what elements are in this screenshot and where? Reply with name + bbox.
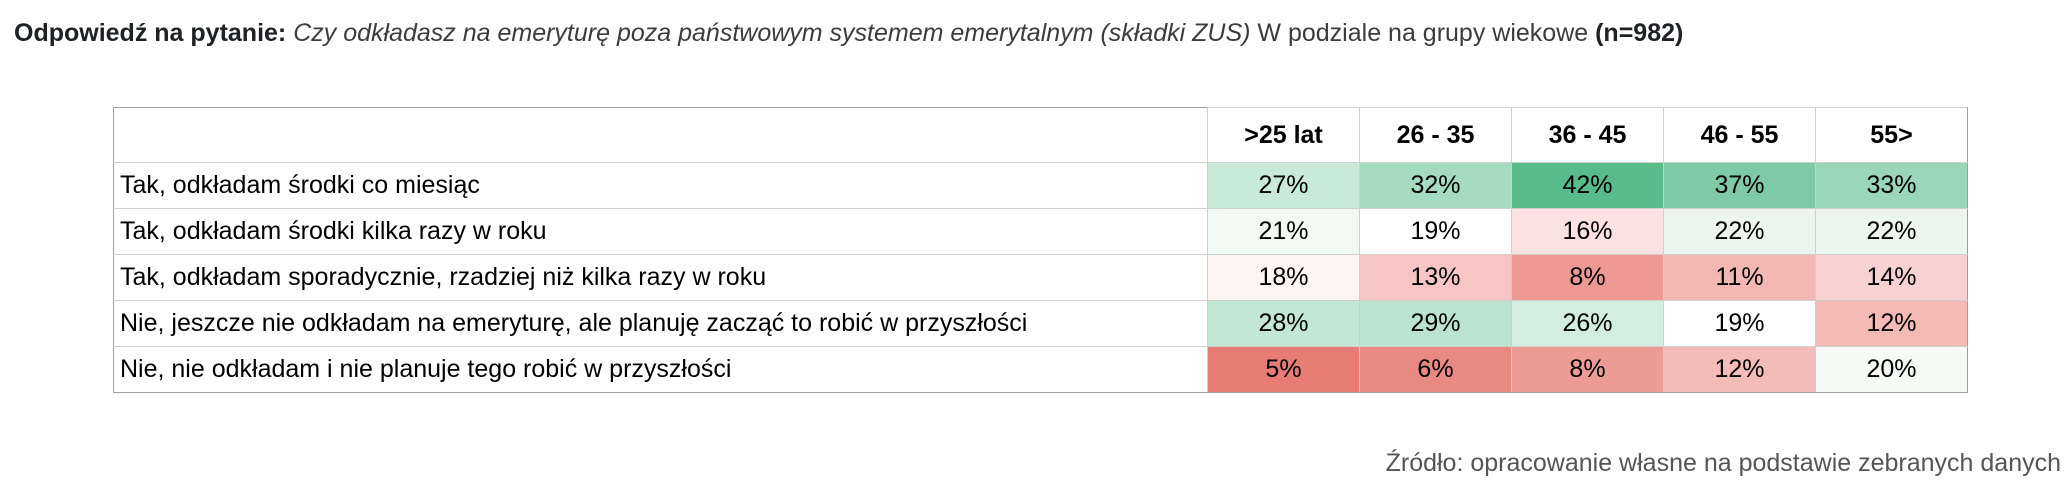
heatmap-table: >25 lat 26 - 35 36 - 45 46 - 55 55> Tak, odk… (113, 107, 1968, 393)
row-label: Tak, odkładam środki co miesiąc (113, 162, 1208, 209)
value-cell: 11% (1663, 254, 1816, 301)
table-row: Nie, jeszcze nie odkładam na emeryturę, … (113, 300, 1968, 347)
value-cell: 12% (1663, 346, 1816, 393)
heading-sample-size: (n=982) (1595, 19, 1684, 47)
value-cell: 28% (1207, 300, 1360, 347)
column-header: 46 - 55 (1663, 107, 1816, 163)
column-header: 26 - 35 (1359, 107, 1512, 163)
value-cell: 18% (1207, 254, 1360, 301)
table-row: Tak, odkładam sporadycznie, rzadziej niż… (113, 254, 1968, 301)
value-cell: 14% (1815, 254, 1968, 301)
value-cell: 8% (1511, 254, 1664, 301)
row-label: Tak, odkładam środki kilka razy w roku (113, 208, 1208, 255)
value-cell: 12% (1815, 300, 1968, 347)
row-label: Nie, jeszcze nie odkładam na emeryturę, … (113, 300, 1208, 347)
value-cell: 29% (1359, 300, 1512, 347)
value-cell: 33% (1815, 162, 1968, 209)
column-header: 36 - 45 (1511, 107, 1664, 163)
value-cell: 22% (1663, 208, 1816, 255)
value-cell: 32% (1359, 162, 1512, 209)
value-cell: 22% (1815, 208, 1968, 255)
corner-cell (113, 107, 1208, 163)
table-row: Tak, odkładam środki co miesiąc 27% 32% 42%… (113, 162, 1968, 209)
value-cell: 6% (1359, 346, 1512, 393)
value-cell: 26% (1511, 300, 1664, 347)
column-header: >25 lat (1207, 107, 1360, 163)
table-body: Tak, odkładam środki co miesiąc 27% 32% 42%… (113, 162, 1968, 393)
column-header: 55> (1815, 107, 1968, 163)
table-row: Tak, odkładam środki kilka razy w roku 21… (113, 208, 1968, 255)
chart-heading: Odpowiedź na pytanie: Czy odkładasz na e… (14, 19, 1683, 48)
heading-lead: Odpowiedź na pytanie: (14, 19, 287, 47)
table-row: Nie, nie odkładam i nie planuje tego rob… (113, 346, 1968, 393)
value-cell: 37% (1663, 162, 1816, 209)
value-cell: 20% (1815, 346, 1968, 393)
value-cell: 19% (1663, 300, 1816, 347)
value-cell: 5% (1207, 346, 1360, 393)
value-cell: 27% (1207, 162, 1360, 209)
heading-detail: W podziale na grupy wiekowe (1257, 19, 1589, 47)
value-cell: 19% (1359, 208, 1512, 255)
row-label: Tak, odkładam sporadycznie, rzadziej niż… (113, 254, 1208, 301)
value-cell: 13% (1359, 254, 1512, 301)
value-cell: 21% (1207, 208, 1360, 255)
value-cell: 8% (1511, 346, 1664, 393)
row-label: Nie, nie odkładam i nie planuje tego rob… (113, 346, 1208, 393)
heading-question: Czy odkładasz na emeryturę poza państwow… (293, 19, 1251, 47)
value-cell: 42% (1511, 162, 1664, 209)
value-cell: 16% (1511, 208, 1664, 255)
source-note: Źródło: opracowanie własne na podstawie … (1385, 449, 2061, 477)
header-row: >25 lat 26 - 35 36 - 45 46 - 55 55> (113, 107, 1968, 163)
